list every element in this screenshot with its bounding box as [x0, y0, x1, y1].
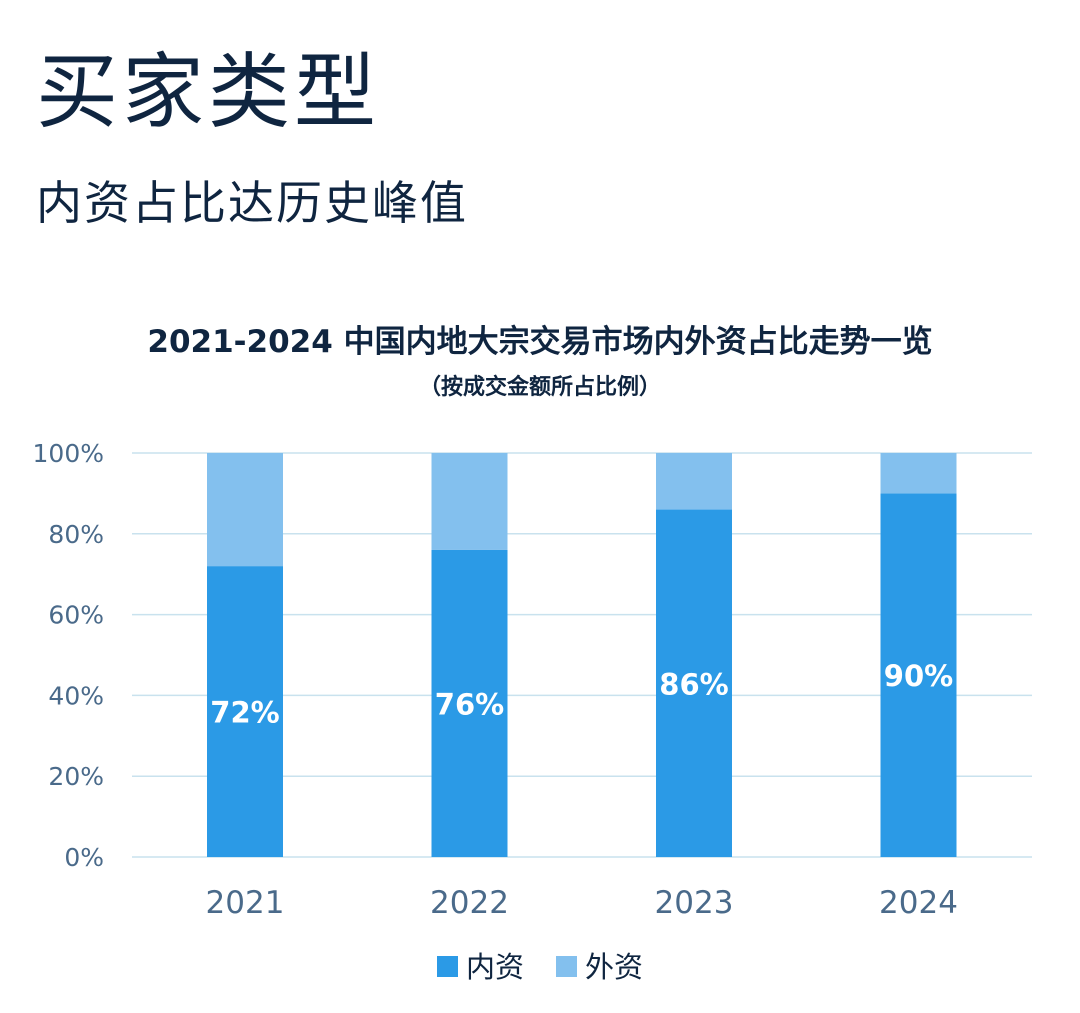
- data-label-2021: 72%: [210, 696, 279, 730]
- chart-title: 2021-2024 中国内地大宗交易市场内外资占比走势一览: [147, 324, 932, 360]
- y-tick-label: 40%: [48, 681, 104, 710]
- page-title: 买家类型: [36, 45, 381, 140]
- legend-label-domestic: 内资: [466, 950, 524, 984]
- legend-swatch-foreign: [556, 956, 577, 977]
- x-tick-label-2024: 2024: [879, 885, 958, 921]
- y-tick-label: 100%: [33, 439, 104, 468]
- y-tick-label: 0%: [64, 843, 104, 872]
- x-tick-label-2021: 2021: [206, 885, 285, 921]
- y-axis-ticks: 0% 20% 40% 60% 80% 100%: [33, 439, 104, 872]
- bar-foreign-2024: [880, 453, 957, 494]
- chart-subtitle: （按成交金额所占比例）: [419, 374, 661, 400]
- data-label-2023: 86%: [659, 667, 728, 701]
- stacked-bar-chart: 2021-2024 中国内地大宗交易市场内外资占比走势一览 （按成交金额所占比例…: [33, 324, 1032, 984]
- x-tick-label-2023: 2023: [655, 885, 734, 921]
- y-tick-label: 60%: [48, 601, 104, 630]
- y-tick-label: 80%: [48, 520, 104, 549]
- data-label-2022: 76%: [435, 687, 504, 721]
- x-axis-ticks: 2021 2022 2023 2024: [206, 885, 958, 921]
- bar-domestic-2024: [880, 493, 957, 857]
- bars: 72% 76% 86% 90%: [207, 453, 957, 857]
- bar-domestic-2021: [207, 566, 283, 857]
- page-subtitle: 内资占比达历史峰值: [36, 176, 468, 230]
- legend-swatch-domestic: [437, 956, 458, 977]
- bar-domestic-2022: [431, 549, 508, 857]
- bar-foreign-2023: [656, 453, 732, 510]
- bar-domestic-2023: [656, 509, 732, 857]
- data-label-2024: 90%: [884, 659, 953, 693]
- bar-foreign-2022: [431, 453, 508, 550]
- legend: 内资 外资: [437, 950, 643, 984]
- legend-label-foreign: 外资: [585, 950, 643, 984]
- x-tick-label-2022: 2022: [430, 885, 509, 921]
- bar-foreign-2021: [207, 453, 283, 567]
- y-tick-label: 20%: [48, 762, 104, 791]
